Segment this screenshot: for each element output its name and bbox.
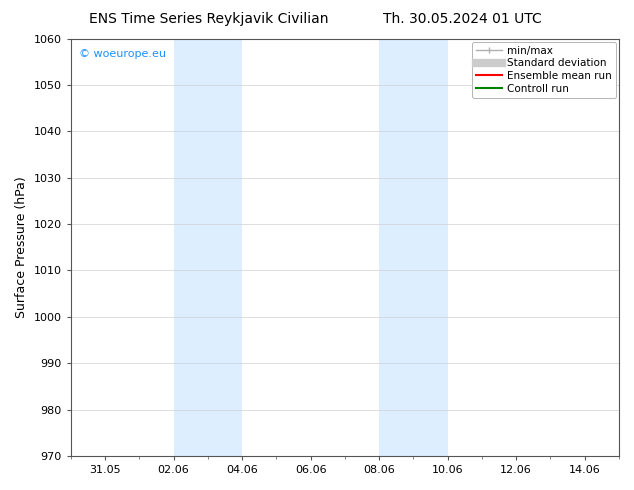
Text: © woeurope.eu: © woeurope.eu xyxy=(79,49,166,59)
Text: ENS Time Series Reykjavik Civilian: ENS Time Series Reykjavik Civilian xyxy=(89,12,329,26)
Legend: min/max, Standard deviation, Ensemble mean run, Controll run: min/max, Standard deviation, Ensemble me… xyxy=(472,42,616,98)
Y-axis label: Surface Pressure (hPa): Surface Pressure (hPa) xyxy=(15,176,28,318)
Bar xyxy=(379,39,448,456)
Text: Th. 30.05.2024 01 UTC: Th. 30.05.2024 01 UTC xyxy=(384,12,542,26)
Bar xyxy=(174,39,242,456)
